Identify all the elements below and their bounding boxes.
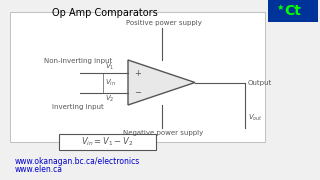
Text: +: +	[135, 69, 141, 78]
Text: www.elen.ca: www.elen.ca	[15, 165, 63, 174]
Text: −: −	[134, 89, 141, 98]
Text: Non-inverting input: Non-inverting input	[44, 58, 112, 64]
Text: $V_1$: $V_1$	[105, 62, 115, 72]
Text: Inverting input: Inverting input	[52, 104, 104, 110]
FancyBboxPatch shape	[268, 0, 318, 22]
Text: Ct: Ct	[284, 4, 301, 18]
Text: $V_2$: $V_2$	[105, 94, 115, 104]
Text: $V_{in}$: $V_{in}$	[105, 78, 116, 88]
Text: Op Amp Comparators: Op Amp Comparators	[52, 8, 158, 18]
Text: www.okanagan.bc.ca/electronics: www.okanagan.bc.ca/electronics	[15, 157, 140, 166]
Text: Output: Output	[248, 80, 272, 86]
Text: Positive power supply: Positive power supply	[125, 20, 201, 26]
Text: ★: ★	[276, 3, 284, 12]
Text: Negative power supply: Negative power supply	[124, 130, 204, 136]
FancyBboxPatch shape	[10, 12, 265, 142]
FancyBboxPatch shape	[59, 134, 156, 150]
Text: $V_{out}$: $V_{out}$	[248, 113, 263, 123]
Text: $V_{in}=V_1-V_2$: $V_{in}=V_1-V_2$	[81, 136, 133, 148]
Polygon shape	[128, 60, 195, 105]
